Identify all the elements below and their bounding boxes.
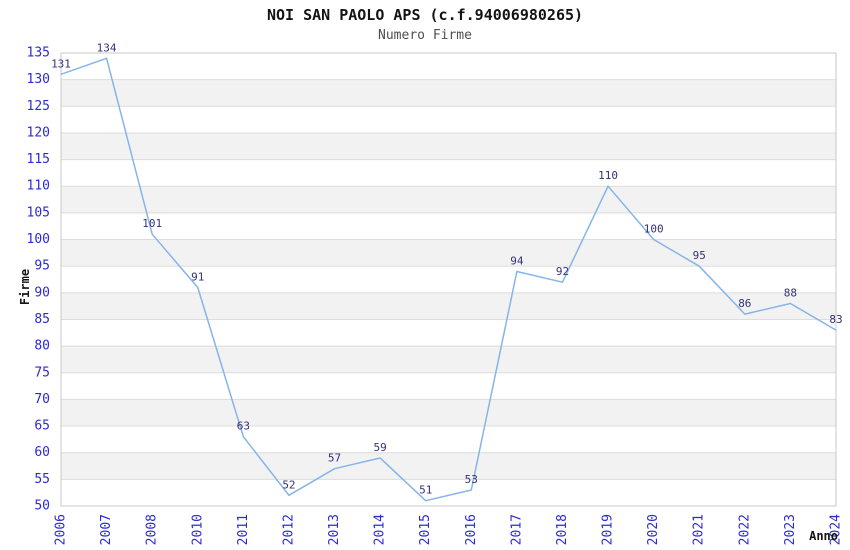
plot-border [60, 52, 837, 507]
y-tick-label: 130 [27, 72, 50, 87]
x-tick-label: 2021 [692, 514, 707, 545]
point-label: 94 [510, 255, 524, 268]
x-tick-label: 2022 [737, 514, 752, 545]
y-tick-label: 125 [27, 99, 50, 114]
y-tick-label: 50 [34, 499, 50, 514]
x-tick-label: 2008 [145, 514, 160, 545]
point-label: 100 [644, 223, 664, 236]
data-line [60, 57, 837, 502]
x-tick-label: 2011 [236, 514, 251, 545]
x-tick-label: 2014 [373, 514, 388, 545]
x-axis-title: Anno [809, 529, 838, 543]
x-tick-label: 2006 [54, 514, 69, 545]
plot-band [61, 452, 836, 480]
y-tick-label: 115 [27, 152, 50, 167]
chart-title: NOI SAN PAOLO APS (c.f.94006980265) [266, 6, 584, 24]
y-tick-label: 60 [34, 445, 50, 460]
point-label: 83 [829, 313, 842, 326]
point-label: 92 [556, 265, 569, 278]
x-tick-label: 2017 [509, 514, 524, 545]
y-tick-label: 135 [27, 46, 50, 61]
x-tick-label: 2010 [190, 514, 205, 545]
point-label: 131 [51, 57, 71, 70]
point-label: 134 [97, 41, 117, 54]
x-tick-label: 2024 [829, 514, 844, 545]
x-tick-label: 2020 [646, 514, 661, 545]
point-label: 110 [598, 169, 618, 182]
point-label: 101 [142, 217, 162, 230]
y-tick-label: 90 [34, 285, 50, 300]
y-tick-label: 75 [34, 365, 50, 380]
x-tick-label: 2023 [783, 514, 798, 545]
plot-band [61, 292, 836, 320]
x-tick-label: 2012 [281, 514, 296, 545]
point-label: 59 [373, 441, 386, 454]
point-label: 91 [191, 270, 204, 283]
y-tick-label: 120 [27, 125, 50, 140]
x-tick-label: 2016 [464, 514, 479, 545]
x-tick-label: 2018 [555, 514, 570, 545]
x-tick-label: 2019 [601, 514, 616, 545]
y-tick-label: 100 [27, 232, 50, 247]
chart-subtitle: Numero Firme [378, 28, 472, 43]
plot-band [61, 399, 836, 427]
point-label: 51 [419, 484, 432, 497]
y-tick-label: 95 [34, 259, 50, 274]
plot-band [61, 186, 836, 213]
x-tick-label: 2007 [99, 514, 114, 545]
plot-band [61, 239, 836, 267]
x-tick-label: 2013 [327, 514, 342, 545]
y-tick-label: 105 [27, 205, 50, 220]
point-label: 57 [328, 452, 341, 465]
y-tick-label: 70 [34, 392, 50, 407]
y-tick-label: 85 [34, 312, 50, 327]
plot-band [61, 132, 836, 160]
point-label: 53 [465, 473, 478, 486]
plot-band [61, 79, 836, 107]
point-label: 88 [784, 286, 797, 299]
point-label: 63 [237, 420, 250, 433]
y-tick-label: 55 [34, 472, 50, 487]
y-tick-label: 80 [34, 339, 50, 354]
x-tick-label: 2015 [418, 514, 433, 545]
y-axis-title: Firme [18, 268, 32, 306]
point-label: 52 [282, 478, 295, 491]
y-tick-label: 65 [34, 419, 50, 434]
y-tick-label: 110 [27, 179, 50, 194]
plot-band [61, 346, 836, 373]
point-label: 95 [693, 249, 706, 262]
point-label: 86 [738, 297, 751, 310]
